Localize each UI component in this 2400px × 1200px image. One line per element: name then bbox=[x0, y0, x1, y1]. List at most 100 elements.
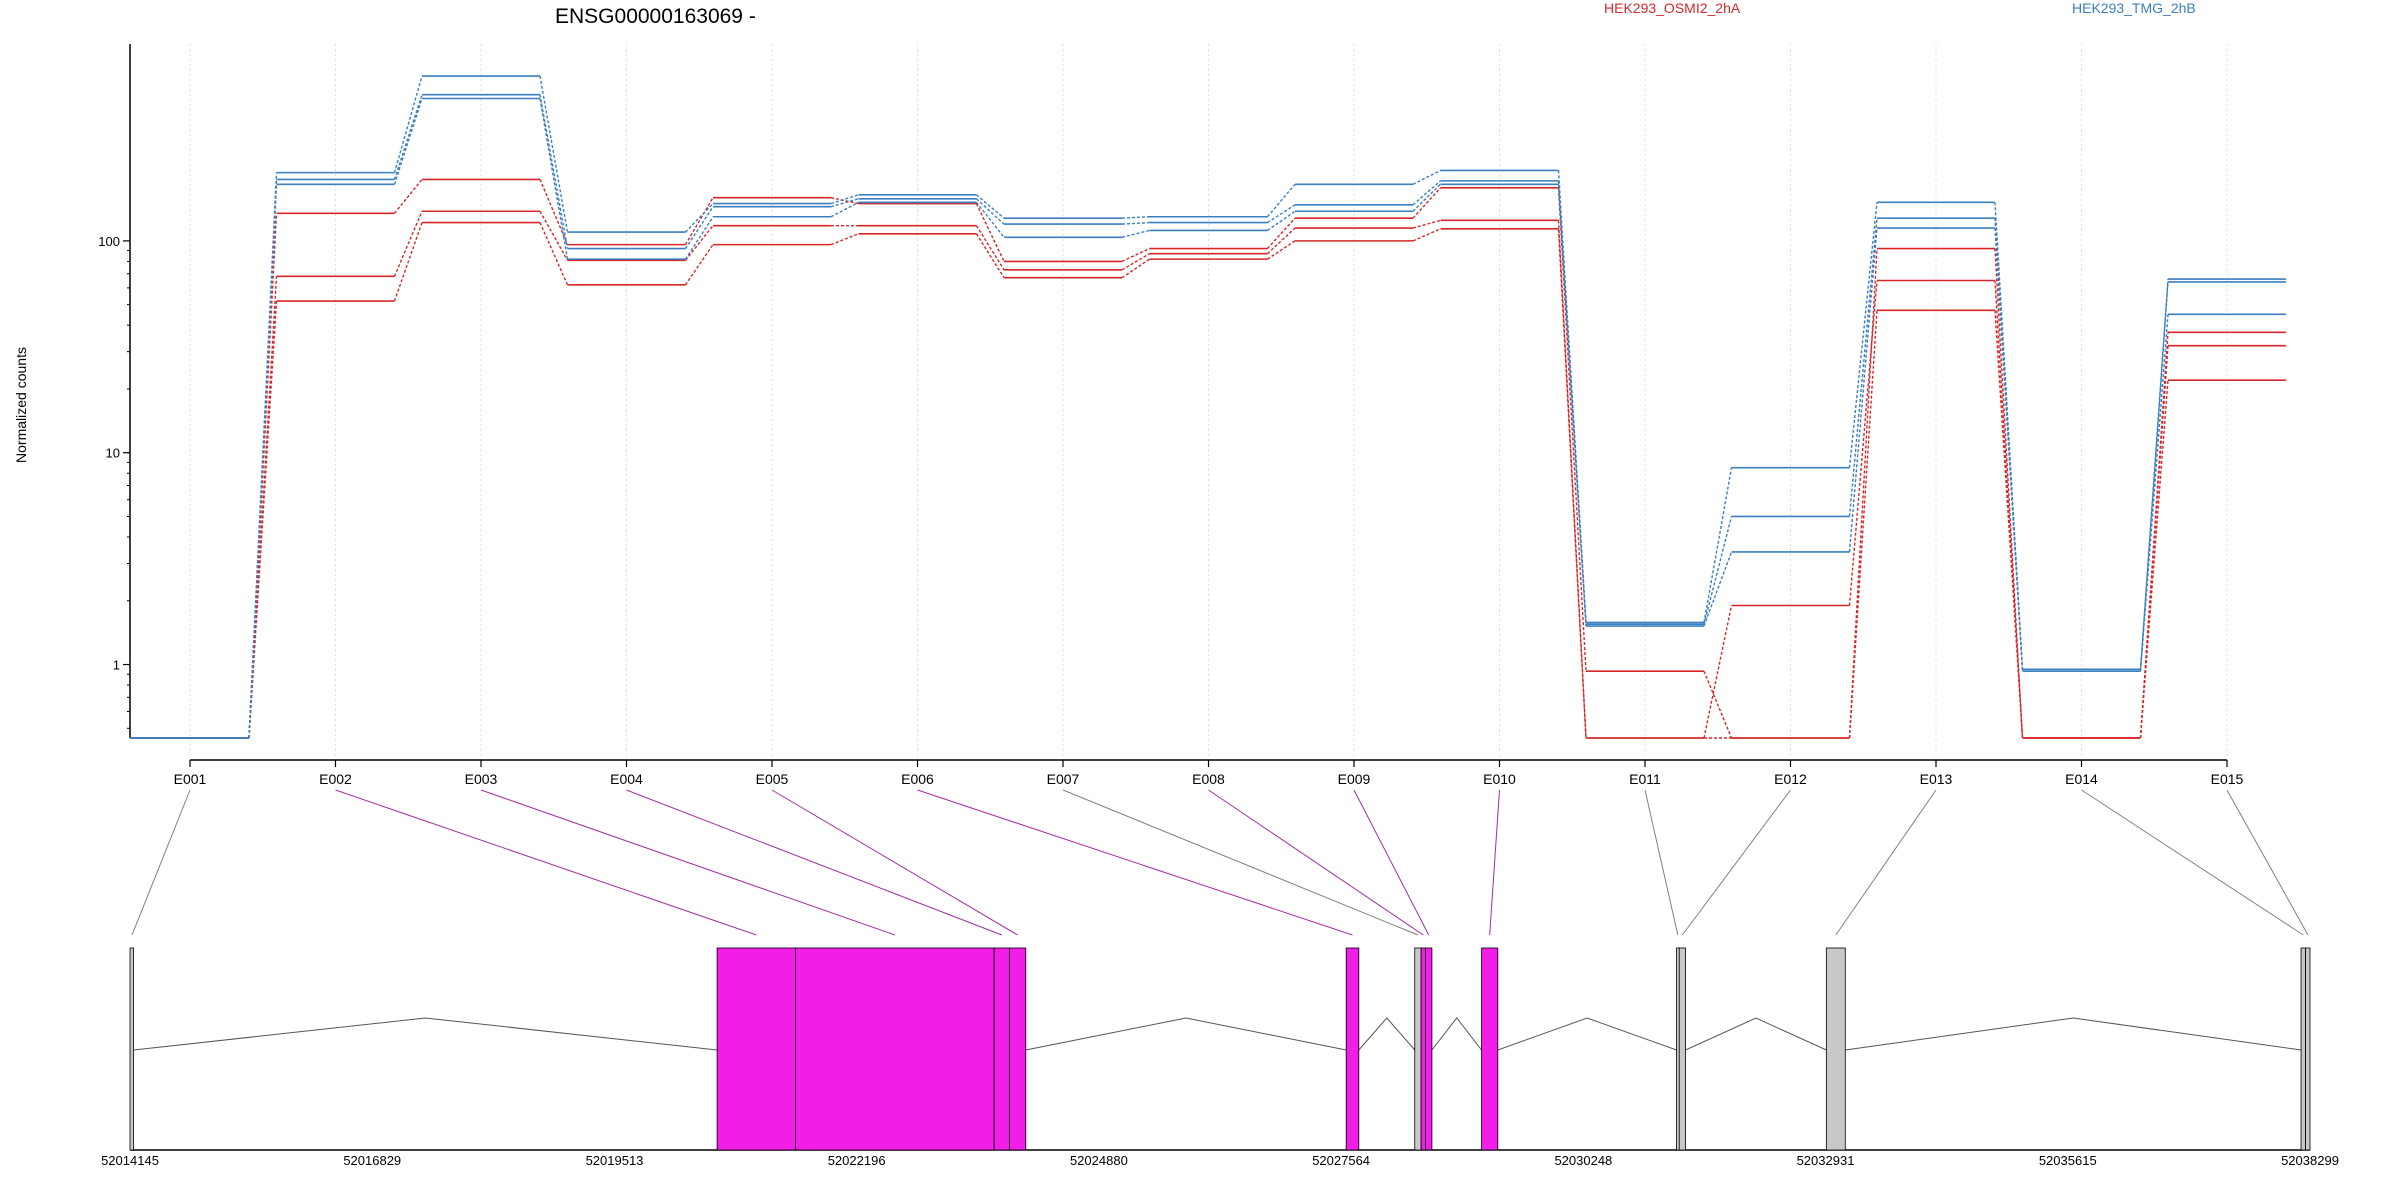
y-axis-label: Normalized counts bbox=[13, 347, 29, 463]
x-tick-label-e004: E004 bbox=[610, 771, 643, 787]
series-connector bbox=[248, 300, 278, 739]
series-connector bbox=[830, 198, 859, 208]
exon-block-e004 bbox=[993, 947, 1010, 1151]
series-connector bbox=[393, 98, 423, 185]
exon-connector-e005 bbox=[771, 789, 1018, 936]
series-connector bbox=[1994, 310, 2024, 739]
series-line-2 bbox=[130, 221, 2286, 739]
series-connector bbox=[975, 225, 1005, 271]
series-layer bbox=[130, 75, 2286, 739]
y-tick-label: 10 bbox=[106, 446, 120, 461]
series-connector bbox=[539, 210, 569, 261]
series-connector bbox=[975, 233, 1005, 279]
exon-block-e005 bbox=[1009, 947, 1027, 1151]
series-connector bbox=[1848, 227, 1878, 553]
coordinate-tick-label: 52035615 bbox=[2039, 1153, 2097, 1168]
series-connector bbox=[684, 203, 714, 233]
series-connector bbox=[1557, 184, 1587, 627]
series-connector bbox=[1848, 202, 1878, 468]
series-connector bbox=[1412, 228, 1441, 242]
x-tick-label-e009: E009 bbox=[1338, 771, 1371, 787]
intron-line bbox=[1025, 1017, 1347, 1051]
series-line-1 bbox=[130, 210, 2286, 739]
series-connector bbox=[539, 98, 569, 260]
x-tick-label-e008: E008 bbox=[1192, 771, 1225, 787]
axes-layer: 1 10 100 E001 E002 E003 E004 E005 E006 E007 E008 E0… bbox=[98, 44, 2244, 787]
x-tick-label-e012: E012 bbox=[1774, 771, 1807, 787]
series-connector bbox=[1703, 605, 1733, 739]
legend-label-tmg: HEK293_TMG_2hB bbox=[2072, 0, 2196, 16]
series-connector bbox=[1703, 670, 1733, 739]
series-connector bbox=[393, 222, 423, 302]
intron-line bbox=[1497, 1017, 1677, 1051]
exon-block-e015 bbox=[2305, 947, 2311, 1151]
x-tick-label-e010: E010 bbox=[1483, 771, 1516, 787]
series-connector bbox=[248, 184, 278, 739]
exon-block-e008 bbox=[1420, 947, 1426, 1151]
exon-connector-e011 bbox=[1644, 789, 1679, 936]
series-connector bbox=[975, 201, 1005, 238]
intron-line bbox=[1431, 1017, 1482, 1051]
series-connector bbox=[1267, 204, 1296, 224]
series-connector bbox=[1412, 180, 1441, 206]
exon-connector-e015 bbox=[2226, 789, 2309, 936]
exon-block-e003 bbox=[795, 947, 995, 1151]
series-connector bbox=[975, 203, 1005, 262]
x-tick-label-e001: E001 bbox=[174, 771, 207, 787]
exon-block-e002 bbox=[716, 947, 797, 1151]
series-connector bbox=[1121, 247, 1150, 263]
series-connector bbox=[830, 201, 859, 218]
series-connector bbox=[393, 178, 423, 214]
exon-connector-e008 bbox=[1208, 789, 1424, 936]
series-connector bbox=[393, 94, 423, 180]
intron-line bbox=[1358, 1017, 1416, 1051]
exon-block-e012 bbox=[1678, 947, 1686, 1151]
exon-connector-e012 bbox=[1681, 789, 1791, 936]
exon-block-e006 bbox=[1345, 947, 1360, 1151]
series-connector bbox=[1994, 202, 2024, 670]
x-tick-label-e007: E007 bbox=[1047, 771, 1080, 787]
series-connector bbox=[1994, 227, 2024, 672]
coordinate-tick-label: 52019513 bbox=[586, 1153, 644, 1168]
exon-connector-e004 bbox=[626, 789, 1003, 936]
series-connector bbox=[1267, 227, 1296, 255]
series-connector bbox=[1121, 221, 1150, 225]
coordinate-tick-label: 52032931 bbox=[1797, 1153, 1855, 1168]
exon-connector-e003 bbox=[480, 789, 896, 936]
exon-block-e014 bbox=[2300, 947, 2306, 1151]
x-tick-label-e011: E011 bbox=[1629, 771, 1661, 787]
series-connector bbox=[684, 244, 714, 286]
series-connector bbox=[539, 179, 569, 245]
series-connector bbox=[1412, 219, 1441, 229]
series-connector bbox=[1994, 248, 2024, 739]
coordinate-tick-label: 52030248 bbox=[1554, 1153, 1612, 1168]
series-connector bbox=[1412, 187, 1442, 219]
series-connector bbox=[248, 276, 278, 739]
intron-line bbox=[1845, 1017, 2302, 1051]
y-tick-label: 100 bbox=[98, 234, 120, 249]
series-connector bbox=[2139, 345, 2169, 739]
series-connector bbox=[830, 233, 859, 246]
series-connector bbox=[1412, 169, 1441, 185]
series-connector bbox=[684, 197, 714, 245]
x-tick-label-e014: E014 bbox=[2065, 771, 2098, 787]
x-tick-label-e013: E013 bbox=[1920, 771, 1953, 787]
series-connector bbox=[1703, 551, 1733, 627]
x-tick-label-e003: E003 bbox=[465, 771, 498, 787]
series-connector bbox=[1266, 217, 1296, 250]
exon-block-e009 bbox=[1425, 947, 1433, 1151]
series-connector bbox=[1267, 240, 1296, 260]
series-connector bbox=[1703, 467, 1733, 623]
x-tick-label-e015: E015 bbox=[2211, 771, 2244, 787]
series-connector bbox=[248, 213, 278, 739]
coordinate-tick-label: 52016829 bbox=[343, 1153, 401, 1168]
series-connector bbox=[1557, 187, 1587, 672]
x-tick-label-e002: E002 bbox=[319, 771, 352, 787]
series-connector bbox=[1703, 516, 1733, 625]
series-connector bbox=[1121, 258, 1150, 279]
series-connector bbox=[1557, 180, 1587, 625]
series-connector bbox=[1121, 216, 1150, 219]
x-tick-label-e005: E005 bbox=[756, 771, 789, 787]
y-tick-label: 1 bbox=[113, 658, 120, 673]
